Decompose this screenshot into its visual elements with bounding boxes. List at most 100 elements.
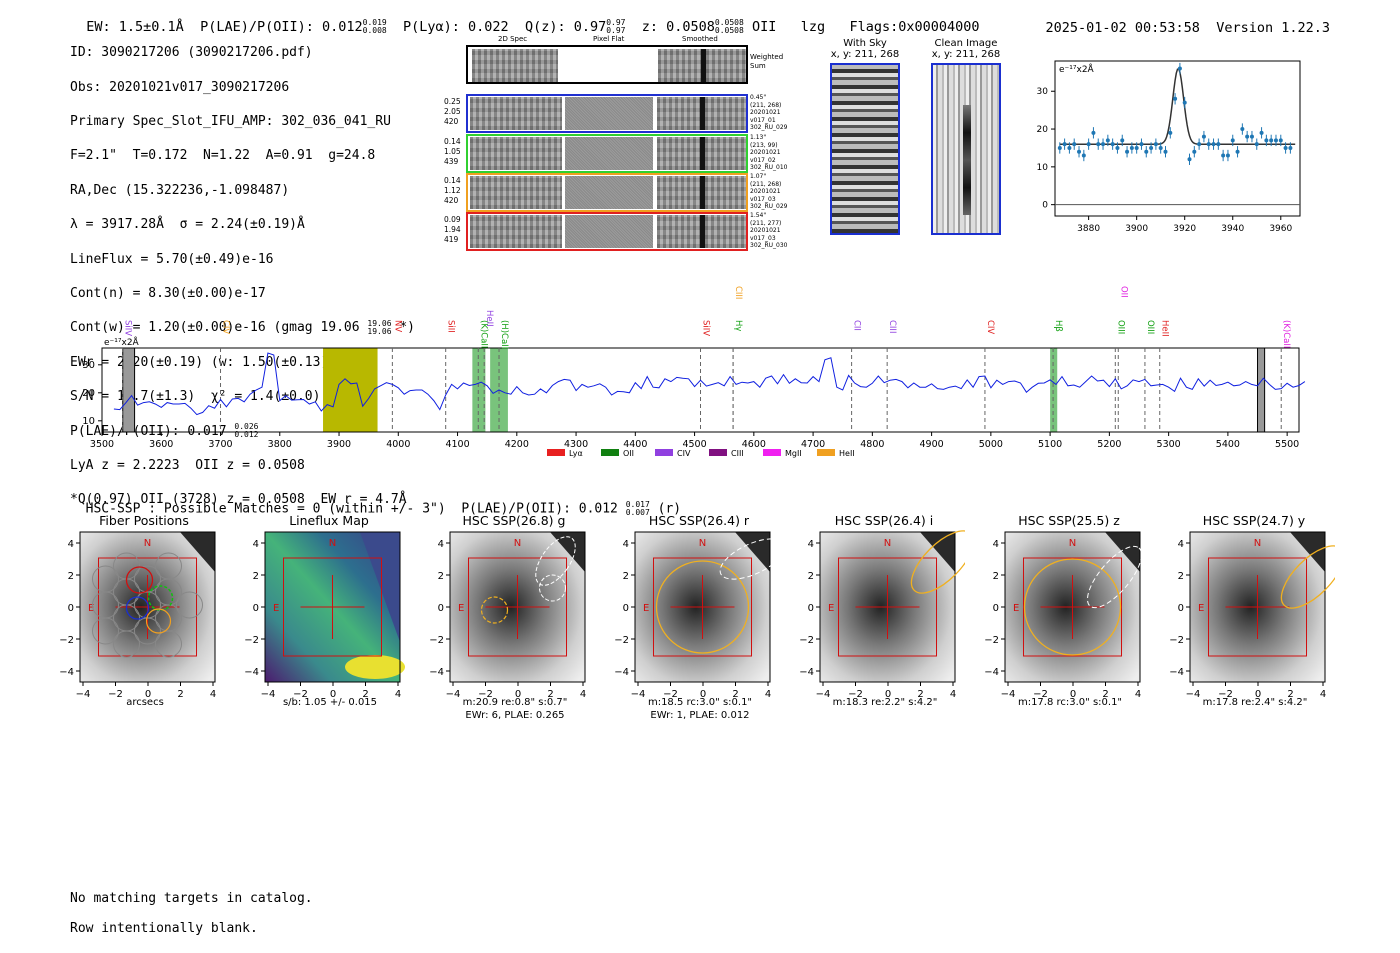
x-tick-label: 3600 [149,439,173,450]
north-label: N [514,538,521,549]
x-tick-label: −2 [1033,689,1048,700]
y-tick-label: −4 [59,667,74,678]
masked-region-left [122,347,136,433]
fiber-meta-line: 302_RU_010 [750,164,788,172]
fiber-value: 0.14 [444,137,461,146]
hsc-panel-caption: m:18.3 re:2.2" s:4.2" [832,697,938,708]
x-tick-label: 4 [765,689,771,700]
hsc-panel-image: N E 4 2 0 −2 −4−4 −2 0 2 4 [614,531,780,700]
y-tick-label: 20 [82,388,95,399]
fiber-smoothed-line [700,97,705,130]
x-tick-label: 0 [1070,689,1076,700]
x-tick-label: 3920 [1173,224,1196,234]
lzg-flag: lzg [800,19,826,35]
hsc-panel-caption: m:20.9 re:0.8" s:0.7" [462,697,568,708]
y-tick-label: −4 [429,667,444,678]
contw-hi: 19.06 [367,318,392,328]
aperture-box [283,557,382,657]
legend-swatch [547,449,565,456]
plae-value: P(LAE)/P(OII): 0.012 [200,19,363,35]
y-tick-label: 0 [623,603,629,614]
data-point [1192,149,1197,154]
plae2-lo: 0.012 [234,430,259,440]
y-tick-label: −4 [614,667,629,678]
with-sky-label: With Sky [843,38,887,49]
line-id-label: CIII [887,320,897,333]
hsc-aperture [1280,545,1335,609]
hbeta-window [1050,348,1058,432]
legend-label: CIII [731,449,744,458]
x-tick-label: −4 [76,689,91,700]
fiber-meta-line: (211, 268) [750,101,782,109]
legend-label: OII [623,449,634,458]
footer-line1: No matching targets in catalog. [70,891,313,906]
data-point [1177,66,1182,71]
y-tick-label: −2 [984,635,999,646]
line-id: OII [751,19,777,35]
datetime: 2025-01-02 00:53:58 [1045,20,1200,36]
x-tick-label: 3700 [208,439,232,450]
x-tick-label: 5200 [1097,439,1121,450]
info-lambda: λ = 3917.28Å σ = 2.24(±0.19)Å [70,217,305,233]
y-tick-label: 4 [438,539,444,550]
clean-label: Clean Image [934,38,998,49]
line-id-label: SiIV [701,320,711,336]
bright-neighbor [180,532,215,572]
plya-value: P(Lyα): 0.022 [403,19,509,35]
info-lineflux: LineFlux = 5.70(±0.49)e-16 [70,251,274,267]
info-sn: S/N = 15.7(±1.3) χ² = 1.4(±0.0) [70,389,321,405]
y-tick-label: 2 [438,571,444,582]
x-tick-label: 4 [580,689,586,700]
clean-source [963,105,971,215]
fiber-pixel-flat [565,137,653,170]
y-tick-label: 4 [808,539,814,550]
fiber-value: 0.09 [444,215,461,224]
fiber-cutout-row [466,134,748,173]
aperture-box [838,557,937,657]
data-point [1225,153,1230,158]
fiber-meta-line: 302_RU_029 [750,203,788,211]
data-point [1288,145,1293,150]
fiber-circle [92,617,119,645]
east-label: E [458,603,464,614]
data-point [1120,138,1125,143]
x-tick-label: 5500 [1275,439,1299,450]
bright-neighbor [735,532,770,572]
north-label: N [884,538,891,549]
y-tick-label: 4 [253,539,259,550]
fiber-meta: 0.45" (211, 268) 20201021 v017_01 302_RU_029 [750,94,787,132]
info-primary: Primary Spec_Slot_IFU_AMP: 302_036_041_R… [70,114,391,130]
x-tick-label: 4200 [505,439,529,450]
fiber-value: 1.94 [444,225,461,234]
data-point [1216,142,1221,147]
z-lo: 0.0508 [714,26,744,35]
data-point [1235,149,1240,154]
line-id-label: CIV [221,320,231,334]
data-point [1067,145,1072,150]
y-tick-label: 2 [993,571,999,582]
north-label: N [144,538,151,549]
fiber-circle [134,617,161,645]
header-bar: EW: 1.5±0.1Å P(LAE)/P(OII): 0.012 0.019 0.… [70,3,979,36]
fiber-red [125,566,154,594]
fiber-pixel-flat [565,97,653,130]
line-id-label: (K)CaII [1281,320,1291,348]
line-id-label: HeII [484,310,494,327]
hsc-panel-title: Fiber Positions [99,513,189,528]
y-tick-label: 0 [1042,201,1048,211]
data-point [1187,157,1192,162]
weighted-sum-panel [466,45,748,84]
z-value: z: 0.0508 [641,19,715,35]
clean-xy: x, y: 211, 268 [931,49,1001,60]
hsc-aperture [1023,558,1122,656]
info-ewr: EWr = 2.20(±0.19) (w: 1.50(±0.13))Å [70,354,344,370]
y-tick-label: 20 [1037,125,1049,135]
y-tick-label: 0 [438,603,444,614]
x-tick-label: 2 [1102,689,1108,700]
info-radec: RA,Dec (15.322236,-1.098487) [70,182,290,198]
east-label: E [643,603,649,614]
plae2-hi: 0.026 [234,422,259,432]
y-tick-label: −4 [984,667,999,678]
fiber-smoothed [657,137,746,170]
x-tick-label: −2 [293,689,308,700]
